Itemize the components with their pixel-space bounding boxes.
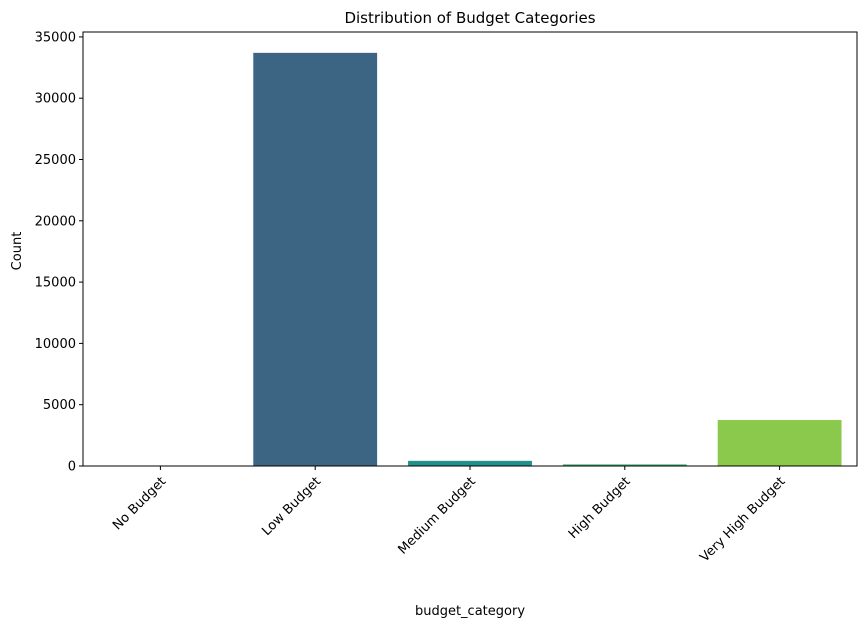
bars-group	[253, 52, 842, 467]
bar-medium-budget	[408, 460, 532, 466]
y-axis-ticks: 0 5000 10000 15000 20000 25000 30000 35000	[35, 30, 83, 475]
chart-title: Distribution of Budget Categories	[344, 9, 595, 27]
x-tick-label: No Budget	[110, 474, 169, 533]
y-tick-label: 30000	[35, 92, 76, 107]
x-axis-label: budget_category	[415, 604, 525, 619]
x-axis-ticks: No Budget Low Budget Medium Budget High Bud…	[110, 466, 788, 565]
y-tick-label: 10000	[35, 337, 76, 352]
y-tick-label: 20000	[35, 214, 76, 229]
y-tick-label: 15000	[35, 276, 76, 291]
x-tick-label: Medium Budget	[395, 474, 478, 557]
y-axis-label: Count	[10, 232, 25, 271]
x-tick-label: High Budget	[566, 474, 634, 542]
x-tick-label: Very High Budget	[697, 474, 788, 565]
y-tick-label: 0	[68, 460, 76, 475]
bar-low-budget	[253, 52, 378, 467]
plot-frame	[82, 31, 858, 467]
bar-very-high-budget	[717, 420, 842, 466]
y-tick-label: 5000	[43, 398, 76, 413]
bar-high-budget	[562, 464, 687, 466]
y-tick-label: 35000	[35, 30, 76, 45]
x-tick-label: Low Budget	[259, 474, 324, 539]
y-tick-label: 25000	[35, 153, 76, 168]
